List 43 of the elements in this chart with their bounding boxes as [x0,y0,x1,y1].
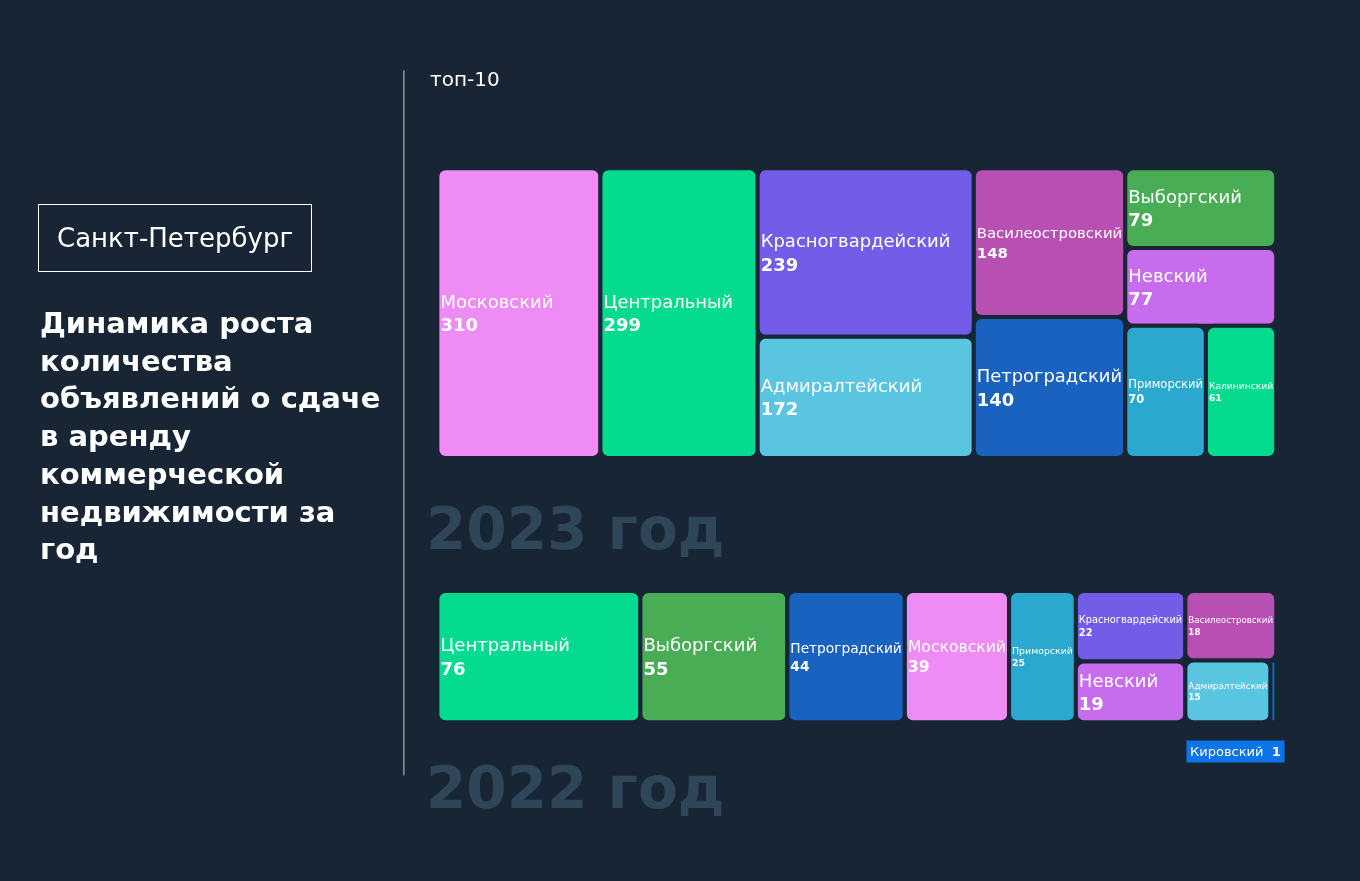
data-label: 172 [760,398,799,420]
category-label: Петроградский [976,365,1123,387]
category-label: Невский [1128,264,1208,286]
data-label: 1 [1271,744,1281,759]
text: Динамика роста количества объявлений о сдаче в аренду коммерческой недвижимости за год [40,306,381,567]
category-label: Красногвардейский [760,230,951,252]
category-label: Петроградский [790,639,902,656]
data-label: 148 [976,243,1008,262]
data-label: 15 [1188,692,1201,703]
data-label: 239 [760,253,799,275]
category-label: Приморский [1012,644,1073,656]
data-label: 299 [603,314,642,336]
data-label: 18 [1188,626,1201,637]
category-label: Московский [907,638,1006,657]
data-label: 19 [1078,693,1104,715]
category-label: Красногвардейский [1078,614,1183,626]
data-label: 44 [790,657,810,674]
category-label: Центральный [603,290,733,312]
category-label: Центральный [440,634,570,656]
category-label: Адмиралтейский [1188,680,1268,691]
category-label: Приморский [1128,377,1203,392]
data-label: 55 [643,657,669,679]
data-label: 39 [907,658,930,677]
category-label: Калининский [1208,381,1274,392]
data-label: 76 [440,657,466,679]
data-label: 70 [1128,392,1145,407]
category-label: Невский [1078,669,1159,691]
data-label: 310 [440,314,478,336]
data-label: 22 [1078,627,1093,639]
data-label: 79 [1128,209,1154,231]
data-label: 61 [1208,393,1222,404]
category-label: Адмиралтейский [760,375,923,397]
category-label: Василеостровский [1188,615,1274,626]
data-label: 25 [1012,657,1026,669]
data-label: 77 [1128,287,1154,309]
category-label: Василеостровский [976,224,1123,243]
data-label: 140 [976,388,1015,410]
category-label: Выборгский [643,634,758,656]
text: топ-10 [430,67,500,91]
text: Санкт-Петербург [57,223,294,253]
category-label: Выборгский [1128,185,1242,207]
category-label: Кировский [1190,744,1264,759]
category-label: Московский [440,290,554,312]
